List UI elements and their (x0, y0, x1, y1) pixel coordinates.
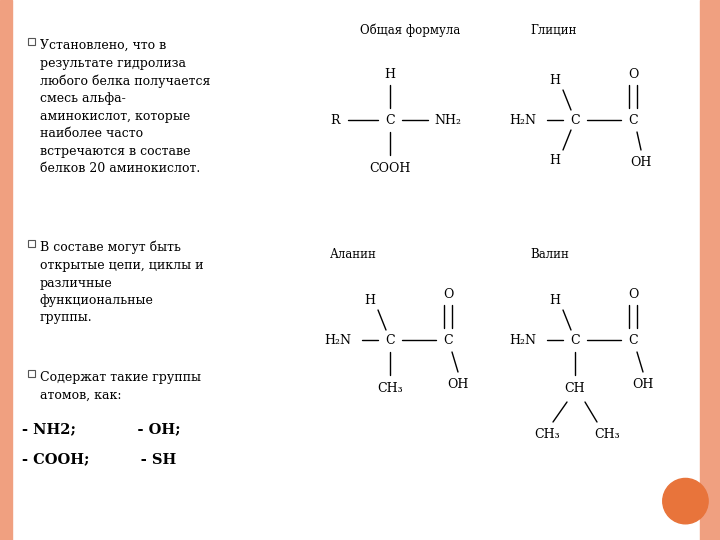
Text: OH: OH (630, 156, 652, 168)
Text: C: C (385, 334, 395, 347)
Text: Установлено, что в
результате гидролиза
любого белка получается
смесь альфа-
ами: Установлено, что в результате гидролиза … (40, 39, 210, 175)
Text: H: H (384, 69, 395, 82)
Text: Глицин: Глицин (530, 24, 577, 37)
Text: O: O (443, 288, 453, 301)
Text: H: H (549, 153, 560, 166)
Bar (0, 0, 12, 540)
Text: R: R (330, 113, 340, 126)
Text: COOH: COOH (369, 161, 410, 174)
Text: Аланин: Аланин (330, 248, 377, 261)
Circle shape (662, 478, 708, 524)
Text: - NH2;            - OH;: - NH2; - OH; (22, 422, 181, 436)
Text: C: C (385, 113, 395, 126)
Text: CH₃: CH₃ (377, 381, 402, 395)
Text: OH: OH (447, 377, 469, 390)
Text: NH₂: NH₂ (434, 113, 462, 126)
Text: O: O (628, 69, 638, 82)
Text: Содержат такие группы
атомов, как:: Содержат такие группы атомов, как: (40, 371, 201, 402)
Text: H₂N: H₂N (510, 334, 536, 347)
Text: C: C (628, 113, 638, 126)
Text: C: C (570, 113, 580, 126)
Text: - COOH;          - SH: - COOH; - SH (22, 452, 176, 466)
Text: CH: CH (564, 381, 585, 395)
Text: Валин: Валин (530, 248, 569, 261)
Text: H: H (549, 73, 560, 86)
Text: Общая формула: Общая формула (360, 23, 460, 37)
Text: C: C (570, 334, 580, 347)
Text: H₂N: H₂N (510, 113, 536, 126)
Text: В составе могут быть
открытые цепи, циклы и
различные
функциональные
группы.: В составе могут быть открытые цепи, цикл… (40, 241, 204, 325)
Text: H₂N: H₂N (325, 334, 351, 347)
Text: C: C (444, 334, 453, 347)
Bar (28, 370, 35, 377)
Text: CH₃: CH₃ (534, 429, 560, 442)
Text: CH₃: CH₃ (594, 429, 620, 442)
Text: H: H (549, 294, 560, 307)
Bar (28, 240, 35, 247)
Bar (700, 0, 720, 540)
Text: H: H (364, 294, 376, 307)
Bar (28, 38, 35, 45)
Text: O: O (628, 288, 638, 301)
Text: C: C (628, 334, 638, 347)
Text: OH: OH (632, 377, 654, 390)
